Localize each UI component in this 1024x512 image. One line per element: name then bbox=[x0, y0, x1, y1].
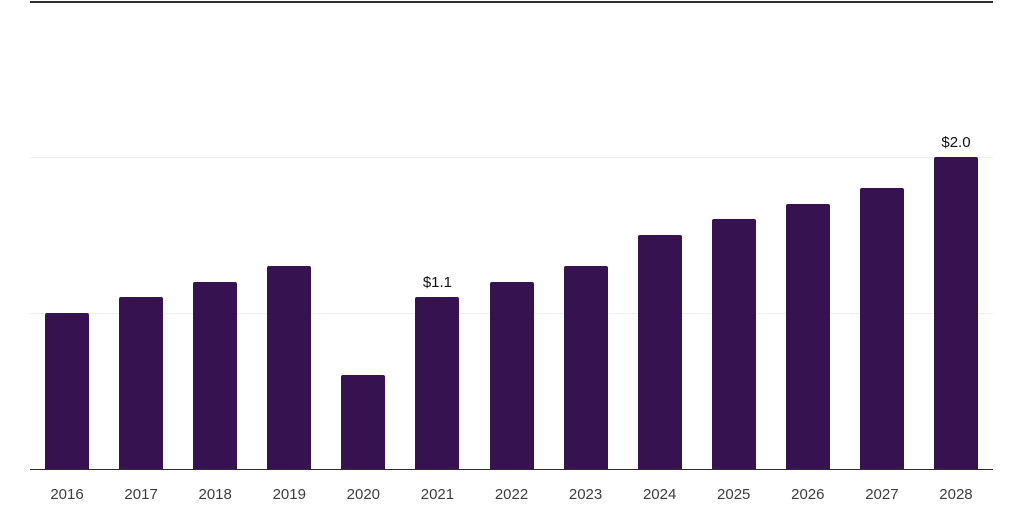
data-label-2021: $1.1 bbox=[422, 274, 453, 292]
bar-2016 bbox=[45, 313, 90, 469]
gridline-2 bbox=[30, 157, 993, 158]
x-tick-2024: 2024 bbox=[642, 486, 677, 503]
x-tick-2025: 2025 bbox=[717, 486, 751, 503]
bar-2021 bbox=[415, 297, 460, 469]
x-tick-2016: 2016 bbox=[50, 486, 84, 503]
data-label-2028: $2.0 bbox=[941, 134, 971, 151]
bar-2022 bbox=[489, 281, 534, 469]
plot-area: $1.1 $2.0 bbox=[30, 0, 993, 470]
x-tick-2018: 2018 bbox=[198, 486, 232, 503]
bar-2020 bbox=[341, 375, 386, 469]
x-tick-2026: 2026 bbox=[791, 486, 825, 503]
bar-2024 bbox=[637, 235, 682, 469]
bar-2028 bbox=[933, 157, 978, 469]
x-tick-2020: 2020 bbox=[346, 486, 381, 503]
x-tick-2023: 2023 bbox=[568, 486, 603, 503]
bar-2026 bbox=[785, 203, 830, 469]
bar-2018 bbox=[193, 281, 238, 469]
bar-2025 bbox=[711, 219, 756, 469]
bar-2027 bbox=[859, 188, 904, 469]
x-tick-2027: 2027 bbox=[865, 486, 899, 503]
x-tick-2019: 2019 bbox=[272, 486, 306, 503]
bar-2017 bbox=[119, 297, 164, 469]
bar-2019 bbox=[267, 266, 312, 469]
bar-2023 bbox=[563, 266, 608, 469]
plot-top-border bbox=[30, 1, 993, 3]
x-tick-2021: 2021 bbox=[420, 486, 455, 503]
x-axis-line bbox=[30, 468, 993, 470]
x-tick-2017: 2017 bbox=[124, 486, 158, 503]
x-tick-2028: 2028 bbox=[939, 486, 973, 503]
x-tick-2022: 2022 bbox=[494, 486, 529, 503]
